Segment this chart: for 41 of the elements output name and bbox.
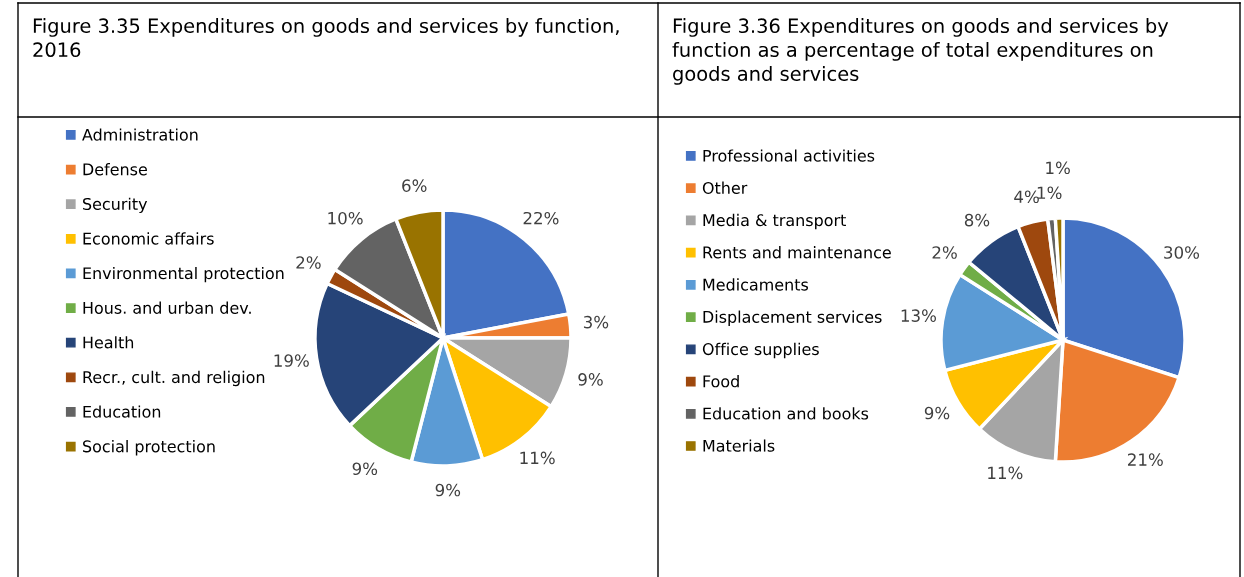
legend-label: Security: [83, 197, 148, 214]
data-label: 13%: [901, 309, 936, 322]
legend-label: Environmental protection: [83, 266, 284, 283]
legend-label: Health: [83, 336, 134, 349]
data-label: 1%: [1046, 161, 1070, 175]
data-label: 3%: [583, 315, 609, 329]
legend-label: Administration: [82, 128, 198, 141]
chart-title: Figure 3.35 Expenditures on goods and services by function, 2016: [33, 18, 619, 58]
legend-label: Education: [83, 405, 161, 418]
data-label: 21%: [1127, 453, 1163, 466]
data-label: 4%: [1014, 190, 1039, 204]
data-label: 9%: [578, 373, 603, 386]
data-label: 10%: [328, 211, 363, 225]
data-label: 9%: [352, 462, 378, 476]
data-label: 9%: [435, 483, 461, 497]
data-label: 8%: [964, 213, 990, 227]
legend-label: Displacement services: [703, 310, 882, 326]
legend-label: Professional activities: [703, 149, 875, 162]
legend-label: Materials: [703, 439, 775, 452]
data-label: 2%: [932, 246, 957, 259]
chart-title: Figure 3.36 Expenditures on goods and services by function as a percentage of total expenditures on goods and services: [672, 18, 1169, 85]
legend-label: Education and books: [703, 407, 869, 420]
data-label: 19%: [274, 354, 309, 367]
legend-label: Hous. and urban dev.: [83, 301, 251, 314]
data-label: 11%: [520, 451, 555, 465]
legend-label: Economic affairs: [83, 232, 214, 245]
legend-label: Other: [702, 181, 748, 194]
data-label: 6%: [402, 179, 427, 192]
legend-label: Recr., cult. and religion: [83, 370, 265, 387]
data-label: 2%: [296, 256, 321, 269]
legend-label: Media & transport: [703, 213, 846, 230]
legend-label: Social protection: [83, 440, 215, 456]
data-label: 11%: [988, 466, 1023, 480]
legend-label: Rents and maintenance: [703, 246, 891, 259]
legend-label: Food: [703, 374, 739, 388]
legend-label: Defense: [83, 163, 147, 176]
data-label: 22%: [523, 211, 559, 225]
data-label: 9%: [924, 406, 950, 420]
legend-label: Medicaments: [703, 278, 809, 291]
legend-label: Office supplies: [702, 342, 819, 359]
data-label: 30%: [1164, 246, 1200, 259]
